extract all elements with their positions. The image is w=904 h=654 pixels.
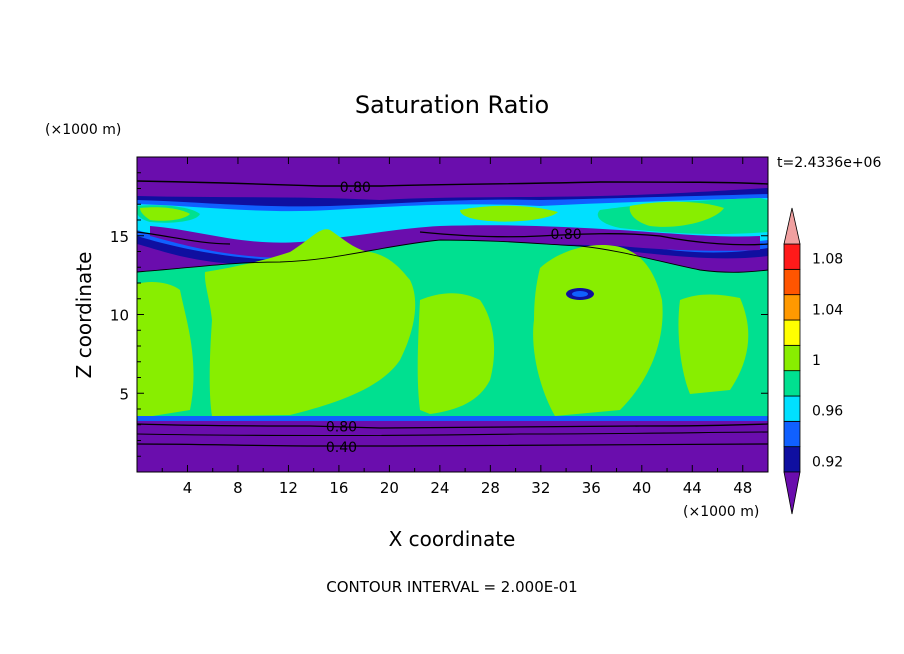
x-unit-label: (×1000 m) <box>683 504 759 520</box>
time-label: t=2.4336e+06 <box>777 155 881 171</box>
contour-interval-footer: CONTOUR INTERVAL = 2.000E-01 <box>326 578 577 596</box>
colorbar-swatch <box>783 294 801 321</box>
colorbar-swatch <box>783 395 801 422</box>
colorbar-swatch <box>783 319 801 346</box>
contour-line-0-80-lower <box>137 423 768 429</box>
small-cyan-cell <box>572 291 588 297</box>
x-axis-label: X coordinate <box>389 527 516 551</box>
y-tick-label: 15 <box>110 228 129 246</box>
colorbar-label: 0.92 <box>812 454 843 470</box>
x-tick-label: 24 <box>430 479 449 497</box>
colorbar-label: 1 <box>812 353 821 369</box>
colorbar-swatch <box>783 446 801 473</box>
contour-line-0-80-upper <box>419 231 768 246</box>
x-tick-label: 20 <box>380 479 399 497</box>
heatmap-field <box>137 157 768 472</box>
colorbar-swatch <box>783 243 801 270</box>
upper-left-lime-blob <box>140 207 190 221</box>
lime-tower-right <box>533 244 663 416</box>
colorbar-label: 0.96 <box>812 404 843 420</box>
lower-boundary-purple <box>137 421 768 472</box>
x-tick-label: 12 <box>279 479 298 497</box>
contour-line-edge <box>137 239 768 273</box>
y-axis-label: Z coordinate <box>72 252 96 379</box>
x-tick-label: 40 <box>632 479 651 497</box>
contour-label: 0.80 <box>550 227 581 243</box>
contour-line-0-40 <box>137 443 768 447</box>
contour-label: 0.80 <box>326 419 357 435</box>
x-tick-label: 48 <box>733 479 752 497</box>
contour-labels: 0.80 0.80 0.80 0.40 <box>326 180 582 456</box>
x-tick-label: 16 <box>329 479 348 497</box>
contour-line-0-80-upper-left <box>137 231 231 245</box>
colorbar-swatch <box>783 344 801 372</box>
lime-tower-mid <box>417 293 495 414</box>
x-tick-label: 8 <box>233 479 243 497</box>
colorbar-swatch <box>783 420 801 448</box>
x-tick-label: 44 <box>683 479 702 497</box>
y-axis: 5 10 15 <box>110 172 768 457</box>
lower-boundary-blue <box>137 416 768 422</box>
x-tick-label: 28 <box>481 479 500 497</box>
y-tick-label: 10 <box>110 307 129 325</box>
lime-tower-main <box>204 229 416 416</box>
colorbar-swatch <box>783 370 801 397</box>
upper-right-lime-blob <box>629 201 724 227</box>
contour-label: 0.80 <box>340 180 371 196</box>
y-unit-label: (×1000 m) <box>45 122 121 138</box>
colorbar-label: 1.04 <box>812 302 843 318</box>
contour-line-0-60 <box>137 431 768 437</box>
colorbar-bottom-arrow <box>783 471 801 515</box>
x-axis: 4 8 12 16 20 24 28 32 36 40 44 48 <box>161 157 752 497</box>
x-tick-label: 4 <box>183 479 193 497</box>
chart-title: Saturation Ratio <box>355 91 549 119</box>
lime-tower-left <box>137 282 194 418</box>
y-tick-label: 5 <box>119 385 129 403</box>
colorbar-top-arrow <box>783 207 801 245</box>
contour-label: 0.40 <box>326 440 357 456</box>
x-tick-label: 32 <box>531 479 550 497</box>
colorbar-swatch <box>783 268 801 296</box>
x-tick-label: 36 <box>582 479 601 497</box>
colorbar: 1.08 1.04 1 0.96 0.92 <box>783 207 843 515</box>
colorbar-label: 1.08 <box>812 252 843 268</box>
lime-tower-far-right <box>678 294 749 394</box>
contour-line-0-80-top <box>137 180 768 187</box>
upper-mid-lime-blob <box>460 205 558 222</box>
